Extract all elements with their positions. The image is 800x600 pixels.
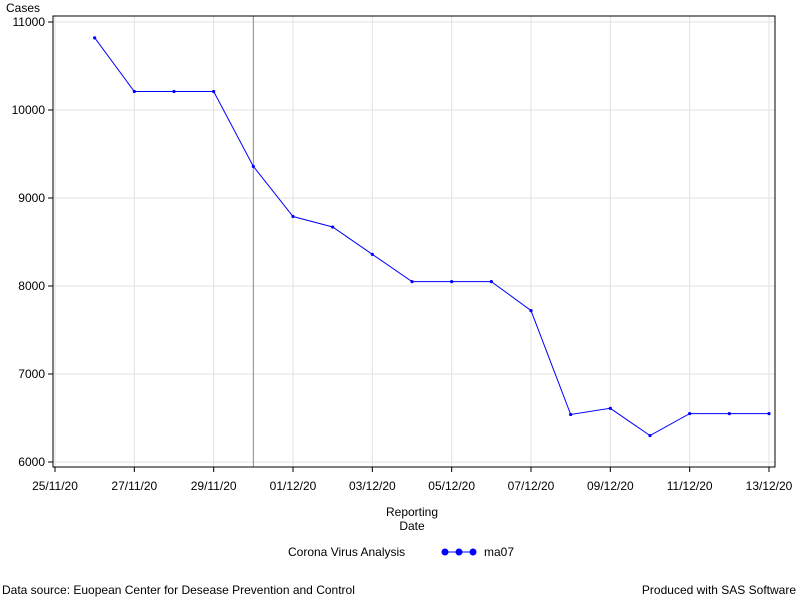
plot-frame — [52, 15, 776, 468]
x-tick-label: 13/12/20 — [746, 479, 793, 493]
produced-with-note: Produced with SAS Software — [641, 583, 796, 597]
x-tick-label: 05/12/20 — [428, 479, 475, 493]
x-axis-title-line1: Reporting — [386, 505, 438, 519]
data-point — [688, 412, 692, 416]
y-tick-label: 6000 — [18, 455, 45, 469]
data-point — [727, 412, 731, 416]
legend-series-label: ma07 — [484, 545, 514, 559]
x-tick-label: 25/11/20 — [32, 479, 78, 493]
data-source-note: Data source: Euopean Center for Desease … — [2, 583, 355, 597]
gridlines — [53, 16, 775, 467]
series-group — [93, 36, 771, 438]
data-point — [212, 89, 216, 94]
data-point — [450, 280, 454, 284]
y-tick-label: 9000 — [18, 191, 45, 205]
y-tick-label: 7000 — [18, 367, 45, 381]
y-tick-label: 10000 — [12, 103, 46, 117]
x-tick-label: 27/11/20 — [111, 479, 157, 493]
x-axis-title-line2: Date — [399, 519, 425, 533]
y-tick-label: 11000 — [13, 15, 46, 29]
data-point — [608, 406, 612, 410]
data-point — [767, 412, 771, 416]
series-line-ma07 — [94, 37, 769, 437]
legend: Corona Virus Analysis ma07 — [288, 545, 514, 559]
data-point — [93, 36, 97, 40]
data-point — [331, 225, 335, 229]
x-tick-label: 03/12/20 — [349, 479, 396, 493]
legend-marker — [469, 548, 477, 556]
axis-ticks: 25/11/20 27/11/20 29/11/20 01/12/20 03/12/20… — [12, 15, 793, 493]
data-point — [489, 280, 493, 284]
x-tick-label: 29/11/20 — [191, 479, 237, 493]
line-chart: 25/11/20 27/11/20 29/11/20 01/12/20 03/12/20… — [6, 1, 793, 559]
data-point — [569, 412, 573, 417]
data-point — [251, 164, 255, 168]
data-point — [132, 89, 136, 94]
x-tick-label: 09/12/20 — [587, 479, 634, 493]
legend-marker — [455, 548, 463, 556]
x-tick-label: 07/12/20 — [508, 479, 555, 493]
data-point — [529, 309, 533, 313]
data-point — [172, 89, 176, 94]
legend-title: Corona Virus Analysis — [288, 545, 405, 559]
legend-marker — [441, 548, 449, 556]
data-point — [410, 280, 414, 284]
data-point — [291, 214, 295, 219]
x-tick-label: 11/12/20 — [667, 479, 713, 493]
y-axis-title: Cases — [6, 1, 40, 15]
data-point — [370, 252, 374, 256]
y-tick-label: 8000 — [18, 279, 45, 293]
x-tick-label: 01/12/20 — [270, 479, 317, 493]
data-point — [648, 434, 652, 438]
